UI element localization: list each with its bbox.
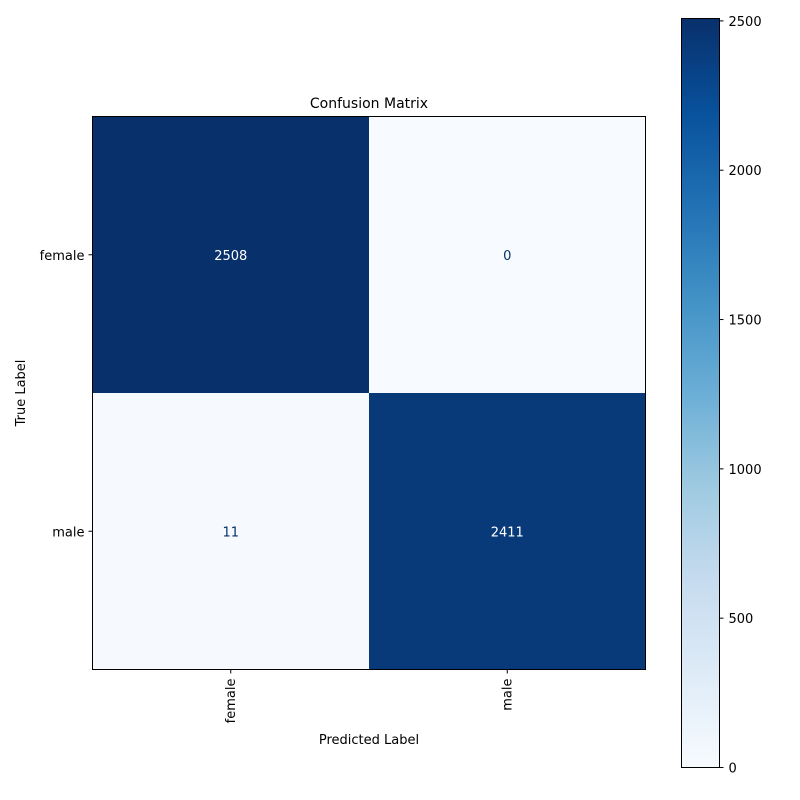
cell-value-label: 11: [222, 525, 239, 540]
colorbar: [681, 18, 720, 768]
chart-title: Confusion Matrix: [310, 96, 428, 112]
colorbar-tick-label: 0: [729, 762, 737, 777]
colorbar-ticks: 0 500 1000 1500 2000 2500: [719, 15, 762, 777]
y-tick-label: female: [40, 249, 85, 264]
colorbar-tick-label: 1000: [729, 463, 762, 478]
y-axis-label: True Label: [14, 360, 29, 428]
y-tick-label: male: [52, 525, 84, 540]
colorbar-tick-label: 500: [729, 612, 754, 627]
colorbar-tick-label: 2000: [729, 164, 762, 179]
matrix-cell: [92, 393, 369, 670]
matrix-frame: [92, 116, 646, 670]
y-axis-ticks: female male: [40, 249, 93, 540]
matrix-cell: [369, 393, 646, 670]
matrix-cells: 2508 0 11 2411: [92, 116, 646, 670]
cell-value-label: 2411: [491, 525, 524, 540]
colorbar-tick-label: 2500: [729, 15, 762, 30]
x-tick-label: male: [500, 679, 515, 711]
x-tick-label: female: [224, 679, 239, 724]
matrix-cell: [92, 116, 369, 393]
colorbar-tick-label: 1500: [729, 314, 762, 329]
cell-value-label: 0: [503, 249, 511, 264]
x-axis-ticks: female male: [224, 669, 515, 724]
x-axis-label: Predicted Label: [319, 733, 419, 748]
matrix-cell: [369, 116, 646, 393]
cell-value-label: 2508: [214, 249, 247, 264]
